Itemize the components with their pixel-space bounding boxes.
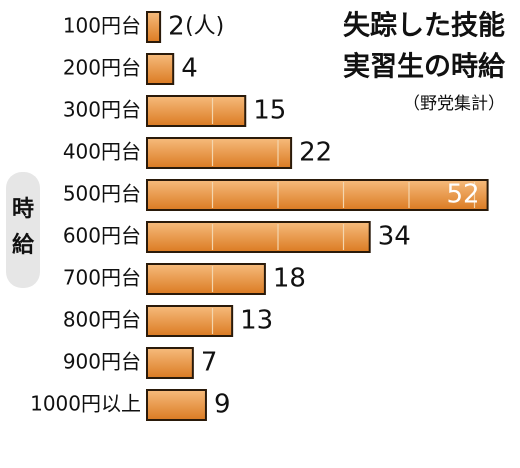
bar-value-label: 15 — [253, 96, 286, 126]
bar — [146, 53, 175, 85]
bar — [146, 221, 371, 253]
bar-value-label: 13 — [240, 306, 273, 336]
bar — [146, 389, 207, 421]
category-label: 100円台 — [63, 14, 141, 38]
bar — [146, 179, 489, 211]
category-label: 600円台 — [63, 224, 141, 248]
chart-source: （野党集計） — [403, 94, 505, 114]
category-label: 200円台 — [63, 56, 141, 80]
bar-value-label: 52 — [447, 180, 480, 210]
category-label: 1000円以上 — [30, 392, 141, 416]
bar — [146, 263, 266, 295]
bar — [146, 137, 293, 169]
category-label: 400円台 — [63, 140, 141, 164]
category-label: 800円台 — [63, 308, 141, 332]
bar-value-label: 7 — [201, 348, 218, 378]
chart-title-line: 失踪した技能 — [343, 10, 505, 42]
category-label: 900円台 — [63, 350, 141, 374]
bar-value-label: 18 — [273, 264, 306, 294]
bar-value-label: 9 — [214, 390, 231, 420]
bar-value-label: 22 — [299, 138, 332, 168]
bar — [146, 347, 194, 379]
unit-label: (人) — [185, 14, 224, 39]
bar — [146, 305, 234, 337]
axis-label-char: 給 — [12, 232, 35, 258]
axis-label-background — [6, 172, 40, 288]
chart-title-line: 実習生の時給 — [343, 51, 506, 83]
bar-value-label: 4 — [181, 54, 198, 84]
bar-value-label: 2 — [168, 12, 185, 42]
category-label: 300円台 — [63, 98, 141, 122]
bar — [146, 11, 162, 43]
bar-value-label: 34 — [378, 222, 411, 252]
bar — [146, 95, 247, 127]
category-label: 700円台 — [63, 266, 141, 290]
axis-label-char: 時 — [12, 197, 34, 222]
category-label: 500円台 — [63, 182, 141, 206]
